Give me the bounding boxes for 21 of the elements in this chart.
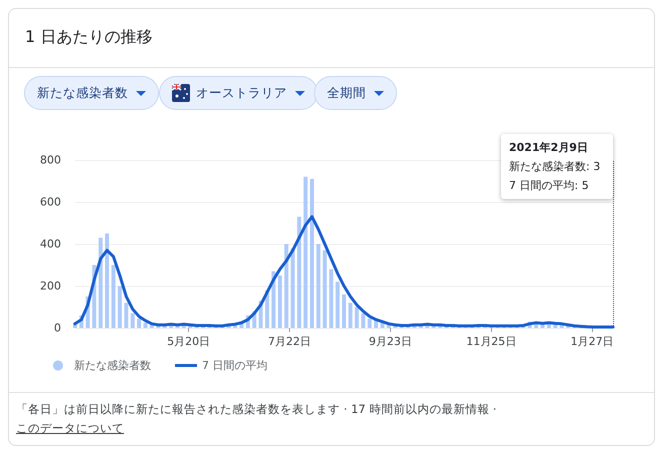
- text: 新たな感染者数: [37, 84, 128, 102]
- text: 2021年2月9日: [509, 140, 589, 156]
- legend-label: 新たな感染者数: [74, 359, 151, 372]
- x-tick-label: 1月27日: [570, 335, 614, 348]
- chart-title: 1 日あたりの推移: [25, 27, 152, 48]
- x-tick-label: 11月25日: [466, 335, 516, 348]
- text: このデータについて: [16, 421, 124, 436]
- x-tick-label: 5月20日: [167, 335, 210, 348]
- text: 全期間: [327, 84, 366, 102]
- y-tick-label: 400: [40, 238, 61, 250]
- y-tick-label: 0: [54, 322, 61, 334]
- y-tick-label: 200: [40, 280, 61, 292]
- legend-label: 7 日間の平均: [202, 359, 268, 372]
- x-tick-label: 7月22日: [268, 335, 312, 348]
- y-tick-label: 600: [40, 196, 61, 208]
- x-tick-label: 9月23日: [368, 335, 412, 348]
- y-tick-label: 800: [40, 154, 61, 166]
- text: オーストラリア: [196, 84, 287, 102]
- annotation: 7 日間の平均: 5: [509, 178, 590, 194]
- text: 「各日」は前日以降に新たに報告された感染者数を表します · 17 時間前以内の最新情報 ·: [16, 402, 497, 417]
- annotation: 新たな感染者数: 3: [509, 159, 602, 175]
